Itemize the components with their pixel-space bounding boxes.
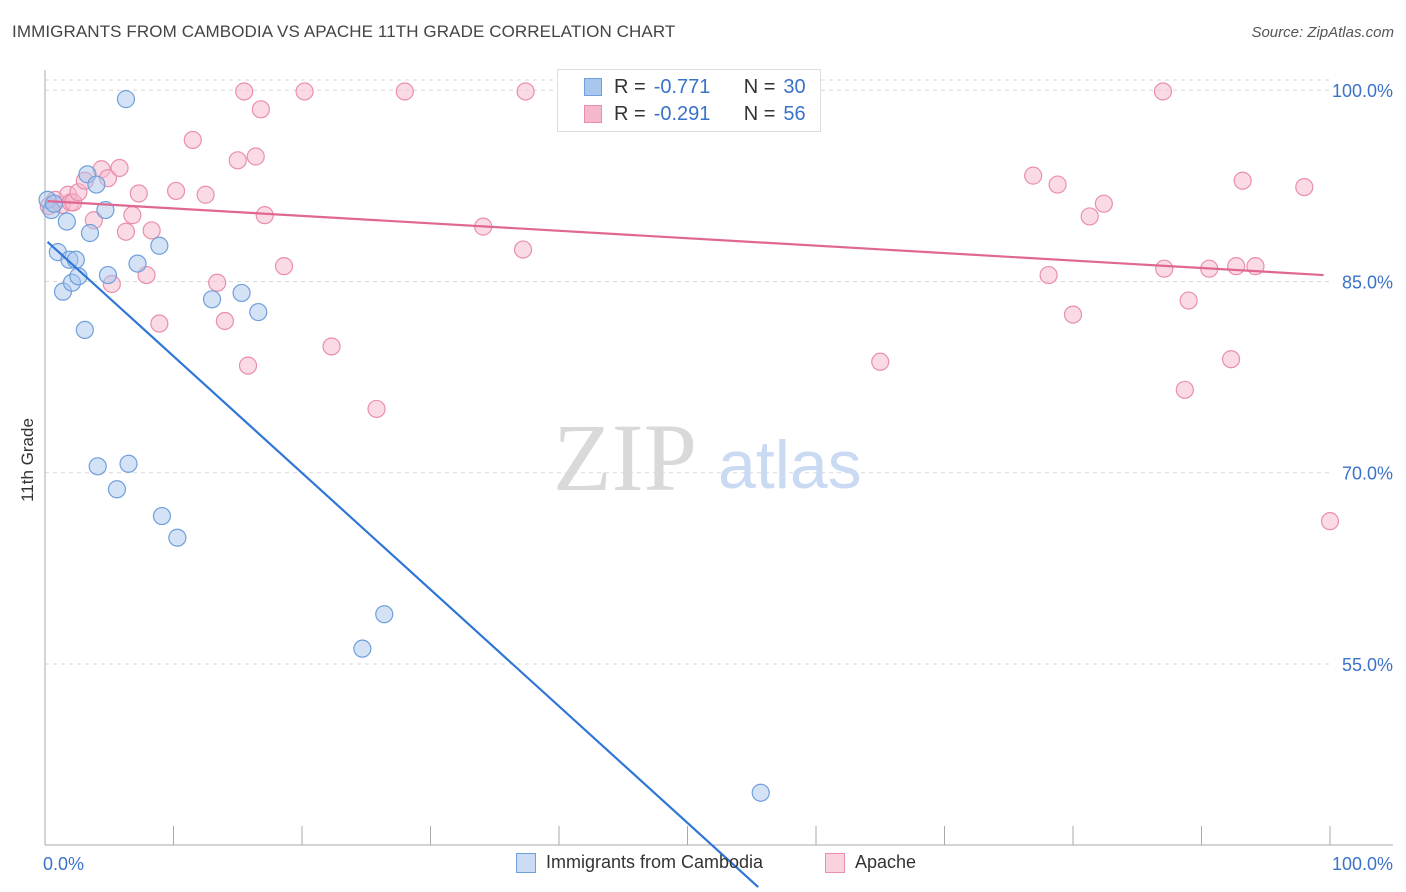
- cambodia-point: [353, 639, 372, 658]
- apache-point: [129, 184, 148, 203]
- y-tick-label: 85.0%: [1342, 272, 1393, 292]
- r-label: R =: [614, 75, 646, 98]
- apache-point: [1179, 291, 1198, 310]
- cambodia-point: [80, 223, 100, 243]
- stats-legend: R = -0.771 N = 30 R = -0.291 N = 56: [557, 69, 821, 132]
- y-tick-label: 70.0%: [1342, 464, 1393, 484]
- cambodia-point: [98, 265, 118, 285]
- cambodia-point: [75, 320, 94, 339]
- cambodia-point: [57, 212, 76, 231]
- legend-row-apache: R = -0.291 N = 56: [584, 103, 806, 125]
- trend-layer: [46, 200, 1324, 888]
- apache-point: [116, 222, 136, 241]
- apache-point: [238, 356, 258, 375]
- cambodia-point: [168, 528, 187, 547]
- apache-point: [1320, 512, 1340, 531]
- series-legend: Immigrants from Cambodia Apache: [0, 852, 1406, 876]
- cambodia-point: [88, 457, 107, 476]
- legend-label-apache: Apache: [855, 852, 917, 872]
- cambodia-point: [751, 783, 770, 802]
- legend-item-apache[interactable]: Apache: [825, 852, 916, 873]
- r-label: R =: [614, 102, 646, 125]
- cambodia-point: [66, 250, 85, 269]
- watermark-atlas: atlas: [718, 427, 862, 503]
- apache-point: [150, 314, 169, 333]
- apache-point: [871, 352, 890, 371]
- apache-point: [1227, 257, 1246, 276]
- cambodia-point: [375, 605, 394, 624]
- apache-point: [274, 257, 294, 276]
- apache-point: [295, 82, 314, 101]
- axis-layer: 55.0% 70.0% 85.0% 100.0% 0.0% 100.0%: [43, 70, 1393, 874]
- apache-trend-line: [47, 200, 1324, 277]
- apache-point: [235, 82, 254, 101]
- points-layer: [38, 82, 1340, 802]
- apache-point: [1155, 259, 1174, 278]
- watermark-zip: ZIP: [553, 404, 697, 511]
- apache-point: [395, 82, 414, 101]
- apache-point: [1175, 380, 1194, 399]
- r-value: -0.291: [653, 102, 711, 125]
- cambodia-point: [249, 302, 268, 322]
- legend-swatch-apache: [584, 105, 602, 123]
- apache-point: [166, 181, 186, 201]
- watermark: ZIP atlas: [553, 404, 862, 511]
- apache-point: [142, 221, 161, 240]
- apache-point: [228, 151, 247, 170]
- apache-point: [1295, 178, 1314, 197]
- n-label: N =: [743, 75, 776, 98]
- cambodia-point: [232, 283, 251, 303]
- apache-point: [513, 240, 533, 259]
- cambodia-point: [202, 290, 222, 309]
- y-tick-label: 100.0%: [1332, 81, 1393, 101]
- cambodia-point: [152, 506, 172, 526]
- x-tick-label-min: 0.0%: [43, 854, 84, 874]
- cambodia-point: [107, 480, 127, 499]
- legend-swatch-cambodia: [516, 852, 536, 873]
- apache-point: [196, 185, 215, 204]
- r-value: -0.771: [653, 75, 711, 98]
- apache-point: [322, 337, 341, 356]
- cambodia-point: [44, 194, 64, 213]
- apache-point: [1153, 82, 1173, 101]
- cambodia-point: [128, 254, 147, 273]
- cambodia-trend-line: [46, 241, 759, 888]
- cambodia-point: [116, 90, 136, 109]
- x-tick-label-max: 100.0%: [1332, 854, 1393, 874]
- apache-point: [183, 130, 202, 150]
- n-label: N =: [743, 102, 776, 125]
- chart-source: Source: ZipAtlas.com: [1251, 24, 1394, 41]
- apache-point: [1221, 350, 1241, 369]
- cambodia-point: [87, 175, 106, 194]
- legend-label-cambodia: Immigrants from Cambodia: [546, 852, 764, 872]
- legend-swatch-cambodia: [584, 78, 602, 96]
- apache-point: [1063, 305, 1083, 324]
- y-tick-label: 55.0%: [1342, 655, 1393, 675]
- legend-swatch-apache: [825, 852, 845, 873]
- apache-point: [1080, 207, 1099, 226]
- apache-point: [208, 273, 227, 292]
- apache-point: [215, 311, 234, 331]
- apache-point: [516, 82, 535, 101]
- apache-point: [1048, 175, 1067, 194]
- n-value: 56: [783, 102, 806, 125]
- cambodia-point: [150, 236, 169, 255]
- apache-point: [1094, 194, 1113, 213]
- apache-point: [1039, 265, 1058, 285]
- apache-point: [246, 147, 265, 166]
- legend-item-cambodia[interactable]: Immigrants from Cambodia: [516, 852, 763, 873]
- apache-point: [123, 206, 142, 225]
- apache-point: [110, 158, 129, 178]
- apache-point: [1024, 166, 1043, 185]
- chart-title: IMMIGRANTS FROM CAMBODIA VS APACHE 11TH …: [12, 22, 676, 41]
- apache-point: [1233, 171, 1252, 190]
- legend-row-cambodia: R = -0.771 N = 30: [584, 76, 806, 98]
- y-axis-label: 11th Grade: [18, 418, 37, 502]
- n-value: 30: [783, 75, 806, 98]
- apache-point: [367, 399, 386, 419]
- apache-point: [251, 100, 270, 119]
- cambodia-point: [119, 454, 138, 473]
